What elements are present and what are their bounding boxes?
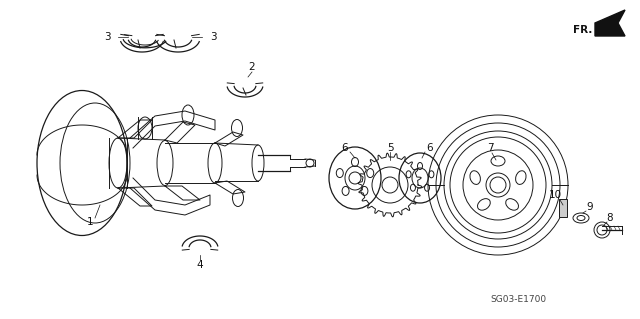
- Text: 10: 10: [548, 190, 561, 200]
- Text: 5: 5: [387, 143, 394, 153]
- Text: FR.: FR.: [573, 25, 592, 35]
- Text: 1: 1: [86, 217, 93, 227]
- Text: 2: 2: [249, 62, 255, 72]
- Text: SG03-E1700: SG03-E1700: [490, 295, 546, 305]
- Text: 8: 8: [607, 213, 613, 223]
- Text: 4: 4: [196, 260, 204, 270]
- Bar: [559, 199, 567, 217]
- Text: 7: 7: [486, 143, 493, 153]
- Text: 3: 3: [104, 32, 110, 42]
- Polygon shape: [595, 10, 625, 36]
- Text: 9: 9: [587, 202, 593, 212]
- Text: 3: 3: [210, 32, 216, 42]
- Text: 6: 6: [427, 143, 433, 153]
- Text: 6: 6: [342, 143, 348, 153]
